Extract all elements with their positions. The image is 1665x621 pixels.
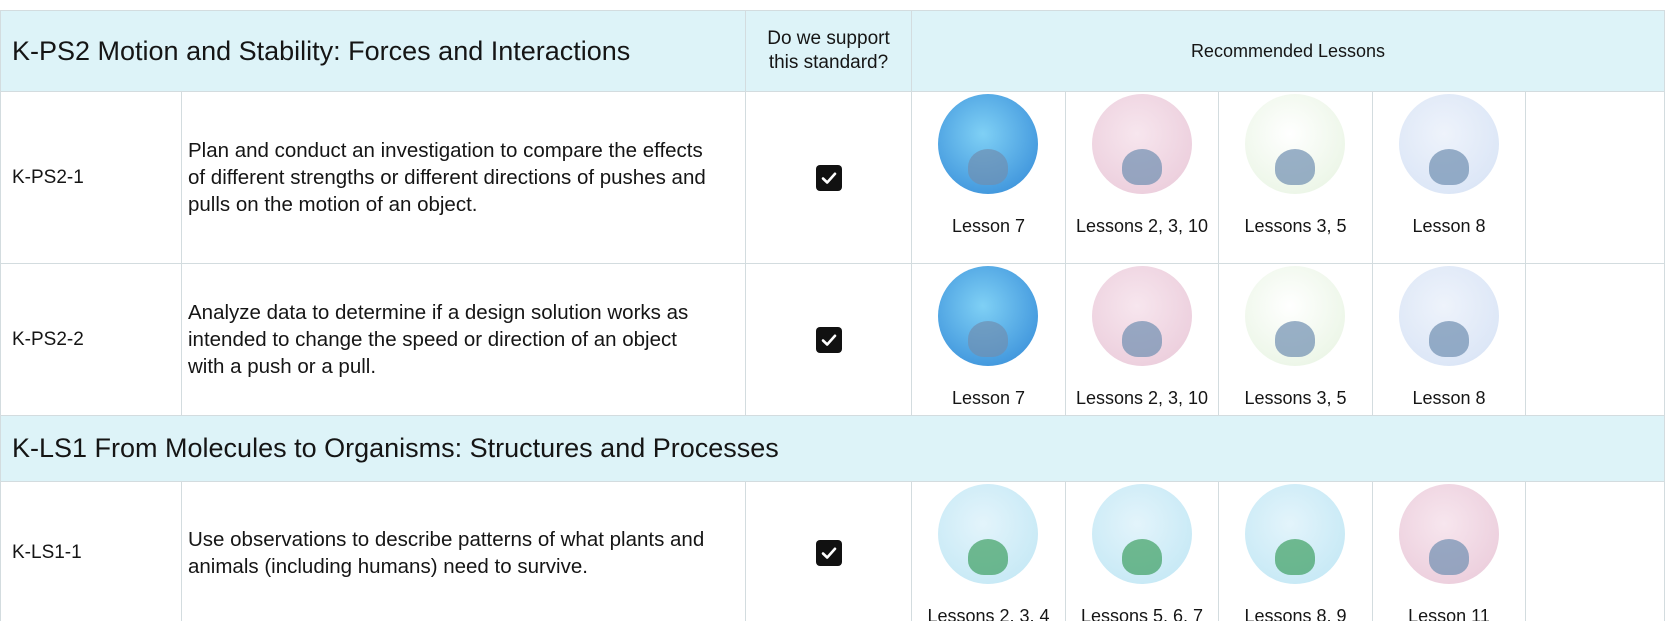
lesson-figure [1428,539,1469,575]
lesson-cell: Lessons 3, 5 [1219,264,1373,416]
lesson-image [1398,94,1499,194]
support-header: Do we support this standard? [767,28,890,73]
lesson-image [1245,484,1345,584]
standard-code: K-LS1-1 [12,541,82,563]
support-cell [746,482,912,621]
lesson-figure [1275,321,1315,357]
lesson-figure [1428,321,1469,357]
lesson-label: Lesson 8 [1412,387,1486,408]
check-mark [821,334,836,346]
lesson-label: Lessons 2, 3, 10 [1075,215,1209,236]
lesson-label: Lesson 11 [1408,605,1490,621]
lesson-label: Lessons 3, 5 [1244,387,1347,408]
lesson-cell: Lesson 11 [1373,482,1526,621]
check-mark [821,547,836,559]
lesson-label: Lessons 2, 3, 10 [1075,387,1209,408]
lesson-cell: Lesson 7 [912,92,1066,264]
lesson-cell: Lesson 8 [1373,92,1526,264]
lesson-image [938,94,1038,194]
lesson-cell: Lessons 5, 6, 7 [1066,482,1219,621]
lesson-figure [1121,539,1162,575]
checkbox [815,539,842,566]
standard-description: Analyze data to determine if a design so… [188,301,689,378]
lesson-label: Lesson 8 [1412,215,1486,236]
description-cell: Plan and conduct an investigation to com… [182,92,746,264]
standard-code: K-PS2-1 [12,166,84,188]
check-mark [821,172,836,184]
checkbox [815,164,842,191]
support-header-cell: Do we support this standard? [746,10,912,92]
support-cell [746,92,912,264]
lesson-image [1091,484,1192,584]
lesson-figure [1428,149,1469,185]
standard-description: Use observations to describe patterns of… [188,527,705,578]
code-cell: K-PS2-1 [0,92,182,264]
description-cell: Use observations to describe patterns of… [182,482,746,621]
lesson-cell: Lessons 3, 5 [1219,92,1373,264]
lesson-label: Lesson 7 [951,387,1026,408]
row-border [912,415,1526,416]
lesson-figure [968,321,1008,357]
code-cell: K-LS1-1 [0,482,182,621]
lesson-figure [968,539,1008,575]
standard-code: K-PS2-2 [12,328,84,350]
empty-cell [1526,92,1665,264]
section-title: K-LS1 From Molecules to Organisms: Struc… [12,433,779,463]
section-title-cell: K-LS1 From Molecules to Organisms: Struc… [0,416,1665,482]
lesson-figure [1275,539,1315,575]
lesson-image [1245,94,1345,194]
lesson-cell: Lessons 2, 3, 10 [1066,264,1219,416]
support-cell [746,264,912,416]
lesson-cell: Lessons 2, 3, 10 [1066,92,1219,264]
lesson-cell: Lesson 8 [1373,264,1526,416]
checkbox [815,326,842,353]
lessons-header: Recommended Lessons [1190,40,1386,61]
lesson-label: Lessons 5, 6, 7 [1080,605,1204,621]
lesson-figure [1275,149,1315,185]
empty-cell [1526,264,1665,416]
lesson-figure [968,149,1008,185]
section-title-cell: K-PS2 Motion and Stability: Forces and I… [0,10,746,92]
row-border [912,263,1526,264]
lesson-figure [1121,149,1162,185]
description-cell: Analyze data to determine if a design so… [182,264,746,416]
lesson-label: Lessons 8, 9 [1244,605,1347,621]
lesson-image [1245,266,1345,366]
lesson-cell: Lessons 2, 3, 4 [912,482,1066,621]
lesson-image [1091,266,1192,366]
empty-cell [1526,482,1665,621]
lesson-label: Lesson 7 [951,215,1026,236]
lesson-cell: Lesson 7 [912,264,1066,416]
lesson-image [1091,94,1192,194]
lesson-image [938,266,1038,366]
lesson-image [938,484,1038,584]
lesson-image [1398,266,1499,366]
lessons-header-cell: Recommended Lessons [912,10,1665,92]
section-title: K-PS2 Motion and Stability: Forces and I… [12,35,631,66]
lesson-image [1398,484,1499,584]
standard-description: Plan and conduct an investigation to com… [188,139,706,216]
code-cell: K-PS2-2 [0,264,182,416]
lesson-cell: Lessons 8, 9 [1219,482,1373,621]
lesson-label: Lessons 2, 3, 4 [927,605,1050,621]
lesson-label: Lessons 3, 5 [1244,215,1347,236]
lesson-figure [1121,321,1162,357]
